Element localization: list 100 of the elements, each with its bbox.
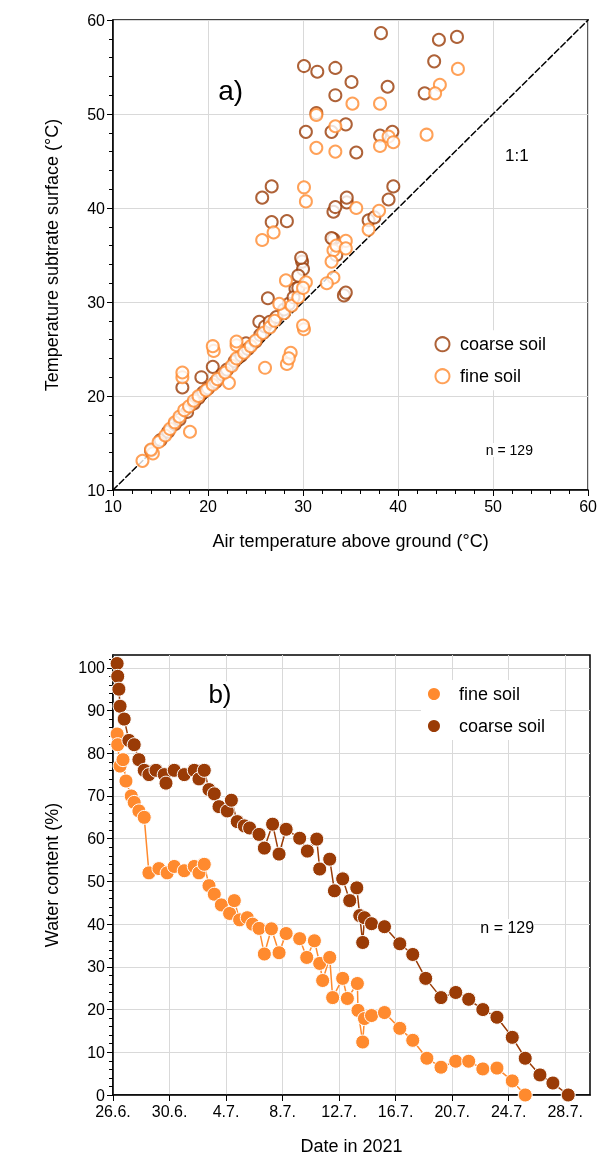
point (355, 1034, 371, 1050)
x-tick-label: 30 (294, 497, 313, 515)
point (325, 990, 341, 1006)
x-tick-label: 30.6. (151, 1102, 188, 1120)
point (461, 1053, 477, 1069)
point (158, 775, 174, 791)
point (364, 916, 380, 932)
point (312, 861, 328, 877)
point (256, 946, 272, 962)
point (306, 933, 322, 949)
y-tick-label: 40 (87, 199, 106, 217)
point (504, 1073, 520, 1089)
point (116, 711, 132, 727)
point (263, 921, 279, 937)
point (196, 856, 212, 872)
point (136, 809, 152, 825)
point (256, 840, 272, 856)
y-tick-label: 80 (87, 744, 106, 762)
y-tick-label: 10 (87, 1043, 106, 1061)
point (309, 831, 325, 847)
annotation: b) (208, 679, 232, 710)
legend-label: fine soil (458, 684, 520, 704)
x-tick-label: 50 (484, 497, 503, 515)
point (392, 936, 408, 952)
point (475, 1061, 491, 1077)
y-tick-label: 20 (87, 387, 106, 405)
point (489, 1060, 505, 1076)
x-tick-label: 12.7. (321, 1102, 357, 1120)
point (226, 893, 242, 909)
annotation: n = 129 (485, 442, 534, 458)
y-tick-label: 30 (87, 293, 106, 311)
point (461, 991, 477, 1007)
x-tick-label: 10 (104, 497, 122, 515)
point (206, 786, 222, 802)
x-axis-title: Date in 2021 (300, 1136, 403, 1156)
point (532, 1067, 548, 1083)
point (448, 1053, 464, 1069)
y-tick-label: 60 (87, 11, 106, 29)
point (376, 1005, 392, 1021)
point (433, 1059, 449, 1075)
point (126, 737, 142, 753)
x-tick-label: 20 (199, 497, 218, 515)
point (315, 973, 331, 989)
point (271, 846, 287, 862)
point (405, 946, 421, 962)
point (376, 919, 392, 935)
point (433, 990, 449, 1006)
annotation: a) (218, 74, 244, 106)
point (448, 984, 464, 1000)
legend-label: coarse soil (458, 716, 546, 736)
point (364, 1008, 380, 1024)
point (405, 1032, 421, 1048)
x-tick-label: 28.7. (547, 1102, 584, 1120)
x-tick-label: 60 (579, 497, 598, 515)
point (335, 970, 351, 986)
point (322, 851, 338, 867)
point (418, 970, 434, 986)
point (292, 830, 308, 846)
point (292, 931, 308, 947)
point (419, 1050, 435, 1066)
x-tick-label: 16.7. (377, 1102, 414, 1120)
point (115, 752, 131, 768)
point (251, 826, 267, 842)
x-tick-label: 8.7. (269, 1102, 296, 1120)
point (392, 1020, 408, 1036)
point (349, 976, 365, 991)
point (475, 1002, 491, 1018)
point (342, 893, 358, 909)
point (335, 871, 351, 887)
x-tick-label: 24.7. (490, 1102, 527, 1120)
y-tick-label: 70 (87, 787, 106, 805)
point (109, 656, 125, 672)
point (299, 843, 315, 859)
x-tick-label: 4.7. (212, 1102, 240, 1120)
y-axis-title: Water content (%) (42, 802, 62, 948)
y-tick-label: 60 (87, 830, 106, 848)
point (206, 886, 222, 902)
y-tick-label: 10 (87, 481, 106, 499)
point (110, 668, 126, 684)
y-tick-label: 20 (87, 1001, 106, 1019)
y-tick-label: 0 (96, 1086, 106, 1104)
point (299, 949, 315, 965)
y-tick-label: 100 (78, 659, 106, 677)
y-tick-label: 50 (87, 872, 106, 890)
legend-label: fine soil (459, 366, 521, 387)
point (223, 792, 239, 808)
point (111, 681, 127, 697)
legend-label: coarse soil (459, 334, 547, 355)
y-axis-title: Temperature subtrate surface (°C) (42, 118, 62, 392)
point (278, 821, 294, 837)
point (118, 773, 134, 789)
point (560, 1087, 576, 1103)
y-tick-label: 90 (87, 702, 106, 720)
point (112, 698, 128, 714)
y-tick-label: 40 (87, 915, 106, 933)
x-tick-label: 20.7. (434, 1102, 470, 1120)
point (271, 945, 287, 961)
x-tick-label: 26.6. (95, 1102, 131, 1120)
annotation: n = 129 (480, 918, 535, 936)
point (517, 1050, 533, 1066)
